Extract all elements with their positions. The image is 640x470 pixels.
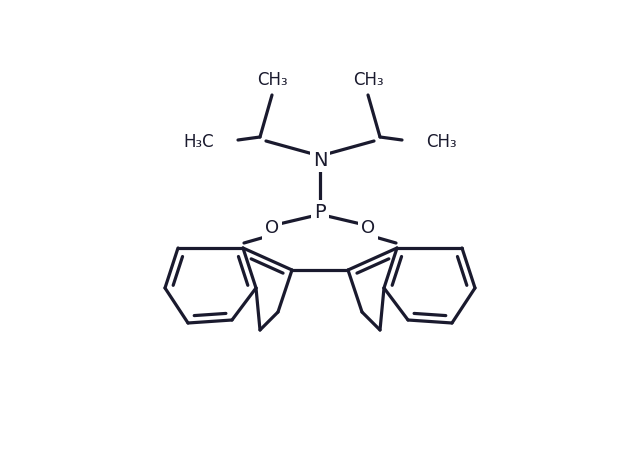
Text: P: P (314, 203, 326, 221)
Text: N: N (313, 150, 327, 170)
Text: CH₃: CH₃ (426, 133, 456, 151)
Text: O: O (361, 219, 375, 237)
Text: H₃C: H₃C (184, 133, 214, 151)
Text: CH₃: CH₃ (353, 71, 383, 89)
Text: O: O (265, 219, 279, 237)
Text: CH₃: CH₃ (257, 71, 287, 89)
